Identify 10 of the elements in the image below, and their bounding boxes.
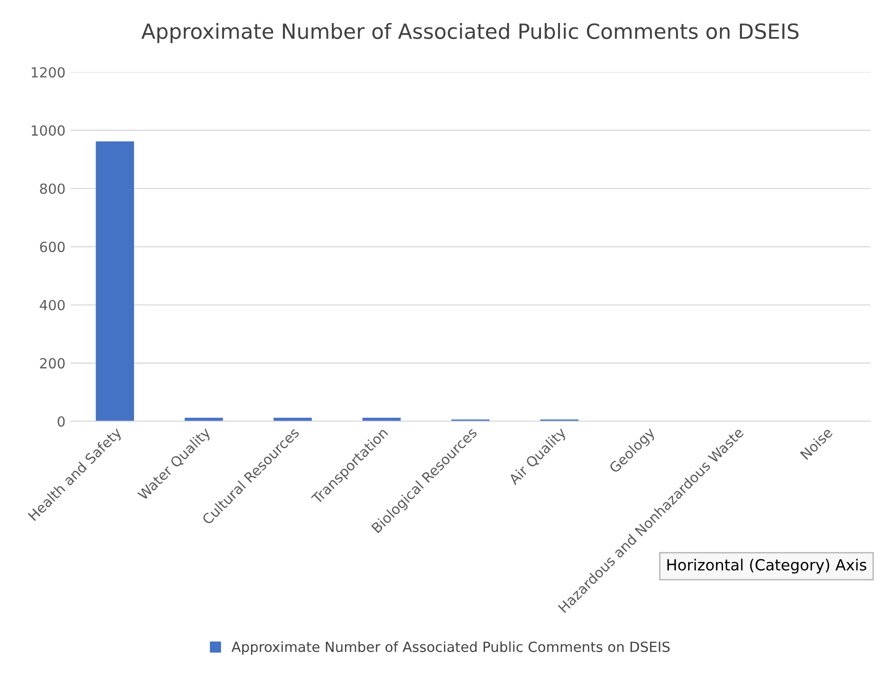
y-tick-label: 400: [40, 300, 65, 310]
y-tick-label: 200: [40, 358, 65, 369]
y-tick-label: 0: [58, 416, 65, 427]
text: Horizontal (Category) Axis: [667, 558, 866, 574]
y-tick-label: 1000: [32, 125, 65, 136]
y-tick-label: 600: [40, 242, 65, 252]
y-tick-label: 1200: [32, 67, 65, 78]
legend-label: Approximate Number of Associated Public Comments on DSEIS: [232, 641, 670, 655]
chart-title: Approximate Number of Associated Public Comments on DSEIS: [141, 22, 799, 44]
y-tick-label: 800: [40, 183, 65, 194]
